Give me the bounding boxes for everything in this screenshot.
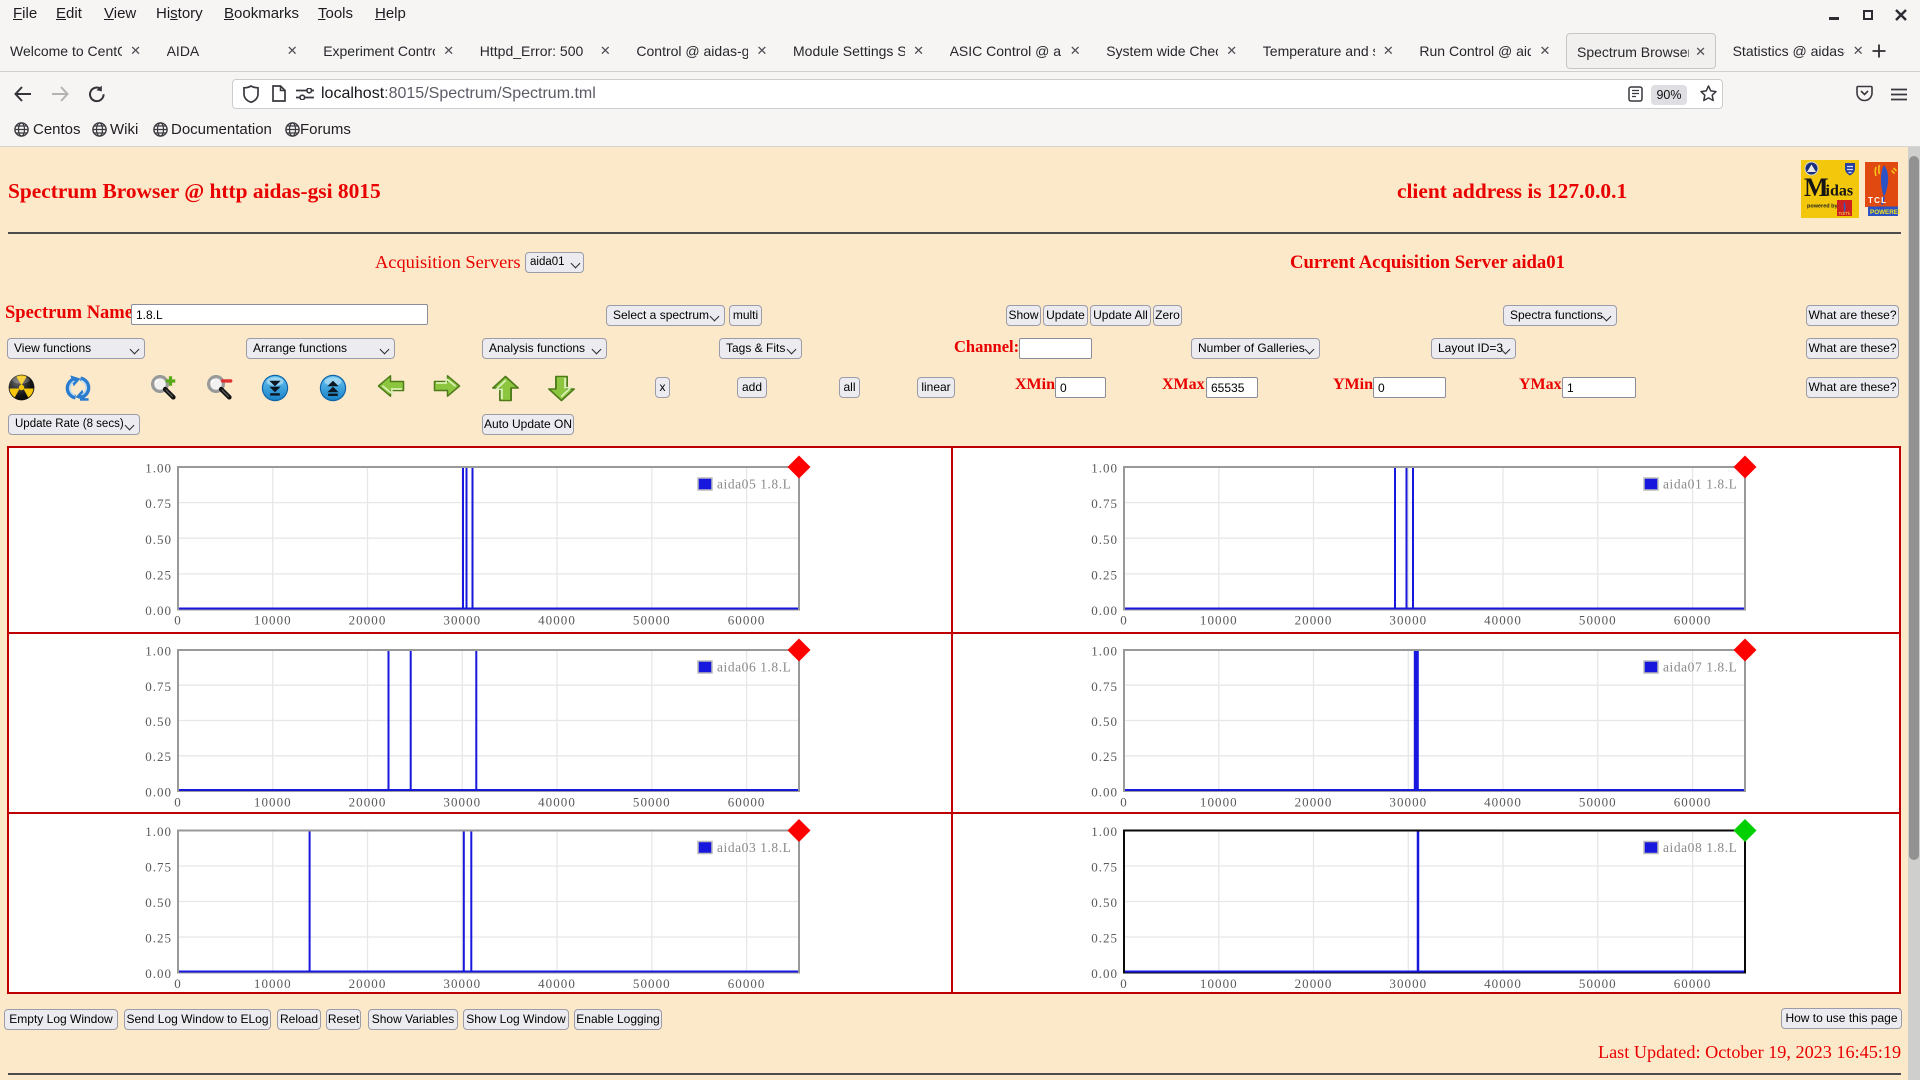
svg-text:60000: 60000 (728, 613, 766, 628)
svg-text:M: M (1804, 173, 1829, 202)
svg-text:30000: 30000 (1389, 613, 1427, 628)
svg-text:0.75: 0.75 (145, 860, 172, 875)
svg-text:0.25: 0.25 (1091, 567, 1118, 582)
svg-text:Tcl/Tk: Tcl/Tk (1839, 211, 1851, 216)
svg-text:0.50: 0.50 (1091, 532, 1118, 547)
svg-text:20000: 20000 (1295, 976, 1333, 991)
svg-text:50000: 50000 (1579, 794, 1617, 809)
svg-text:0: 0 (174, 794, 182, 809)
svg-text:1.00: 1.00 (1091, 643, 1118, 658)
svg-text:aida01 1.8.L: aida01 1.8.L (1663, 477, 1737, 492)
svg-text:10000: 10000 (1200, 794, 1238, 809)
svg-text:60000: 60000 (1674, 976, 1712, 991)
svg-text:0.25: 0.25 (1091, 931, 1118, 946)
svg-text:0.25: 0.25 (145, 567, 172, 582)
svg-text:aida06 1.8.L: aida06 1.8.L (717, 659, 791, 674)
svg-text:1.00: 1.00 (1091, 824, 1118, 839)
svg-text:50000: 50000 (633, 613, 671, 628)
svg-text:aida08 1.8.L: aida08 1.8.L (1663, 840, 1737, 855)
svg-text:0.00: 0.00 (145, 966, 172, 981)
svg-text:0.25: 0.25 (145, 931, 172, 946)
svg-text:30000: 30000 (1389, 976, 1427, 991)
svg-text:0.00: 0.00 (1091, 966, 1118, 981)
svg-text:powered by: powered by (1807, 204, 1839, 210)
svg-text:0.75: 0.75 (1091, 496, 1118, 511)
svg-text:0: 0 (174, 976, 182, 991)
svg-text:30000: 30000 (443, 976, 481, 991)
svg-text:0.75: 0.75 (145, 496, 172, 511)
svg-text:0.50: 0.50 (145, 714, 172, 729)
svg-text:0: 0 (174, 613, 182, 628)
svg-text:0.25: 0.25 (145, 749, 172, 764)
svg-text:40000: 40000 (538, 976, 576, 991)
svg-text:POWERED: POWERED (1870, 209, 1900, 216)
svg-text:0.00: 0.00 (1091, 603, 1118, 618)
svg-text:aida07 1.8.L: aida07 1.8.L (1663, 659, 1737, 674)
svg-text:50000: 50000 (1579, 613, 1617, 628)
svg-text:0.50: 0.50 (145, 532, 172, 547)
svg-text:0.50: 0.50 (1091, 714, 1118, 729)
svg-text:50000: 50000 (633, 976, 671, 991)
svg-text:1.00: 1.00 (145, 643, 172, 658)
svg-text:10000: 10000 (1200, 613, 1238, 628)
svg-text:0.00: 0.00 (145, 784, 172, 799)
svg-text:1.00: 1.00 (145, 824, 172, 839)
svg-text:10000: 10000 (254, 976, 292, 991)
svg-text:20000: 20000 (1295, 613, 1333, 628)
svg-text:60000: 60000 (728, 794, 766, 809)
svg-text:aida03 1.8.L: aida03 1.8.L (717, 840, 791, 855)
svg-text:idas: idas (1826, 183, 1854, 200)
svg-text:60000: 60000 (1674, 794, 1712, 809)
svg-text:30000: 30000 (1389, 794, 1427, 809)
svg-text:20000: 20000 (349, 794, 387, 809)
svg-text:10000: 10000 (1200, 976, 1238, 991)
svg-text:20000: 20000 (349, 976, 387, 991)
svg-text:40000: 40000 (538, 613, 576, 628)
svg-text:aida05 1.8.L: aida05 1.8.L (717, 477, 791, 492)
svg-text:1.00: 1.00 (145, 461, 172, 476)
svg-text:0.75: 0.75 (1091, 678, 1118, 693)
svg-text:TCL: TCL (1868, 196, 1887, 205)
svg-text:40000: 40000 (1484, 794, 1522, 809)
svg-text:0.00: 0.00 (145, 603, 172, 618)
svg-text:10000: 10000 (254, 613, 292, 628)
svg-text:60000: 60000 (1674, 613, 1712, 628)
svg-text:10000: 10000 (254, 794, 292, 809)
svg-text:0.75: 0.75 (145, 678, 172, 693)
svg-text:0.50: 0.50 (1091, 895, 1118, 910)
svg-text:0.00: 0.00 (1091, 784, 1118, 799)
svg-text:40000: 40000 (1484, 613, 1522, 628)
svg-text:30000: 30000 (443, 794, 481, 809)
svg-text:20000: 20000 (1295, 794, 1333, 809)
svg-text:60000: 60000 (728, 976, 766, 991)
svg-text:1.00: 1.00 (1091, 461, 1118, 476)
svg-text:0: 0 (1120, 794, 1128, 809)
svg-text:0.25: 0.25 (1091, 749, 1118, 764)
svg-text:0: 0 (1120, 976, 1128, 991)
svg-text:40000: 40000 (1484, 976, 1522, 991)
svg-text:50000: 50000 (633, 794, 671, 809)
svg-text:0: 0 (1120, 613, 1128, 628)
svg-text:20000: 20000 (349, 613, 387, 628)
svg-text:30000: 30000 (443, 613, 481, 628)
svg-text:40000: 40000 (538, 794, 576, 809)
svg-text:0.50: 0.50 (145, 895, 172, 910)
svg-text:0.75: 0.75 (1091, 860, 1118, 875)
svg-text:50000: 50000 (1579, 976, 1617, 991)
